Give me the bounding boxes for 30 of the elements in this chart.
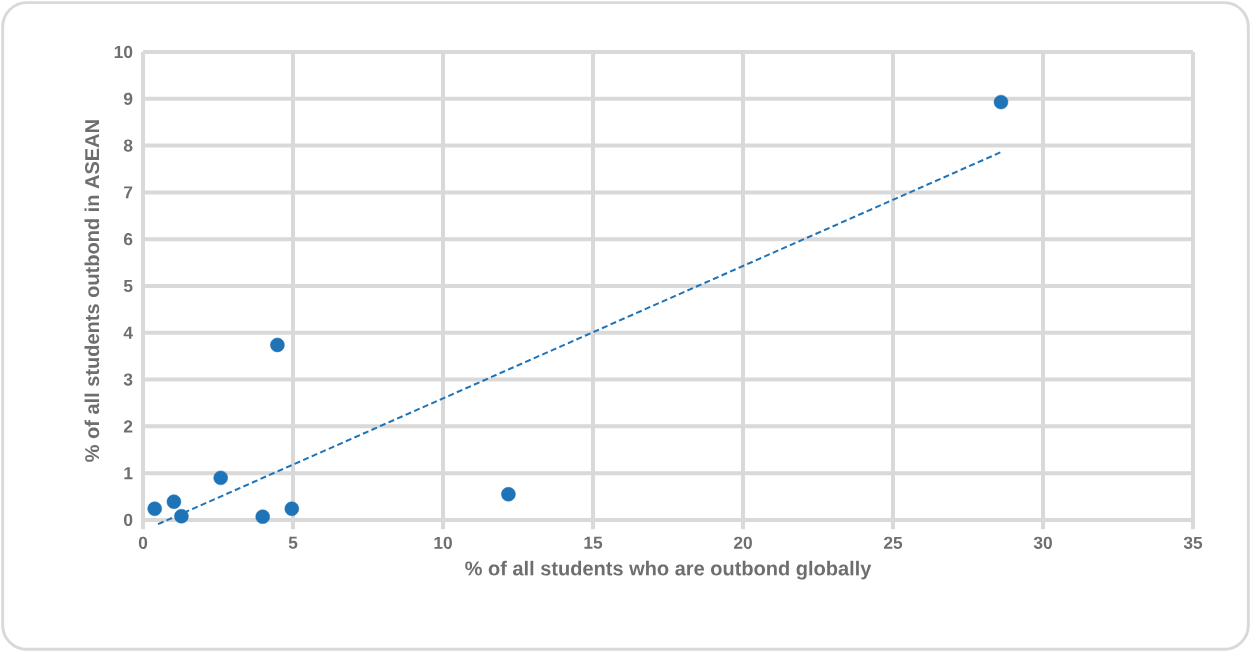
x-tick-label: 30 [1033,536,1052,549]
point [147,501,162,516]
point [501,487,516,502]
y-tick-label: 0 [124,513,133,527]
y-tick-label: 10 [114,45,133,59]
point [213,470,228,486]
point [993,94,1009,110]
x-tick-label: 35 [1183,536,1203,549]
y-tick-label: 7 [124,186,133,199]
x-tick-label: 20 [733,536,752,549]
point [270,337,285,353]
y-tick-label: 3 [123,373,133,386]
x-tick-label: 10 [434,536,452,549]
point [284,501,300,516]
y-tick-label: 2 [123,420,133,433]
point [174,509,189,524]
y-tick-label: 5 [123,279,133,293]
y-tick-label: 8 [123,139,133,152]
x-tick-label: 0 [138,536,148,549]
y-tick-label: 6 [123,233,133,246]
y-axis-title: % of all students outbond in ASEAN [84,120,100,462]
x-tick-label: 5 [288,536,298,549]
y-tick-label: 4 [123,326,133,339]
point [255,509,270,524]
y-tick-label: 9 [123,92,133,105]
point [166,494,182,509]
x-axis-title: % of all students who are outbond globally [465,560,872,580]
y-tick-label: 1 [124,467,133,480]
x-tick-label: 15 [584,536,603,549]
x-tick-label: 25 [883,536,903,549]
